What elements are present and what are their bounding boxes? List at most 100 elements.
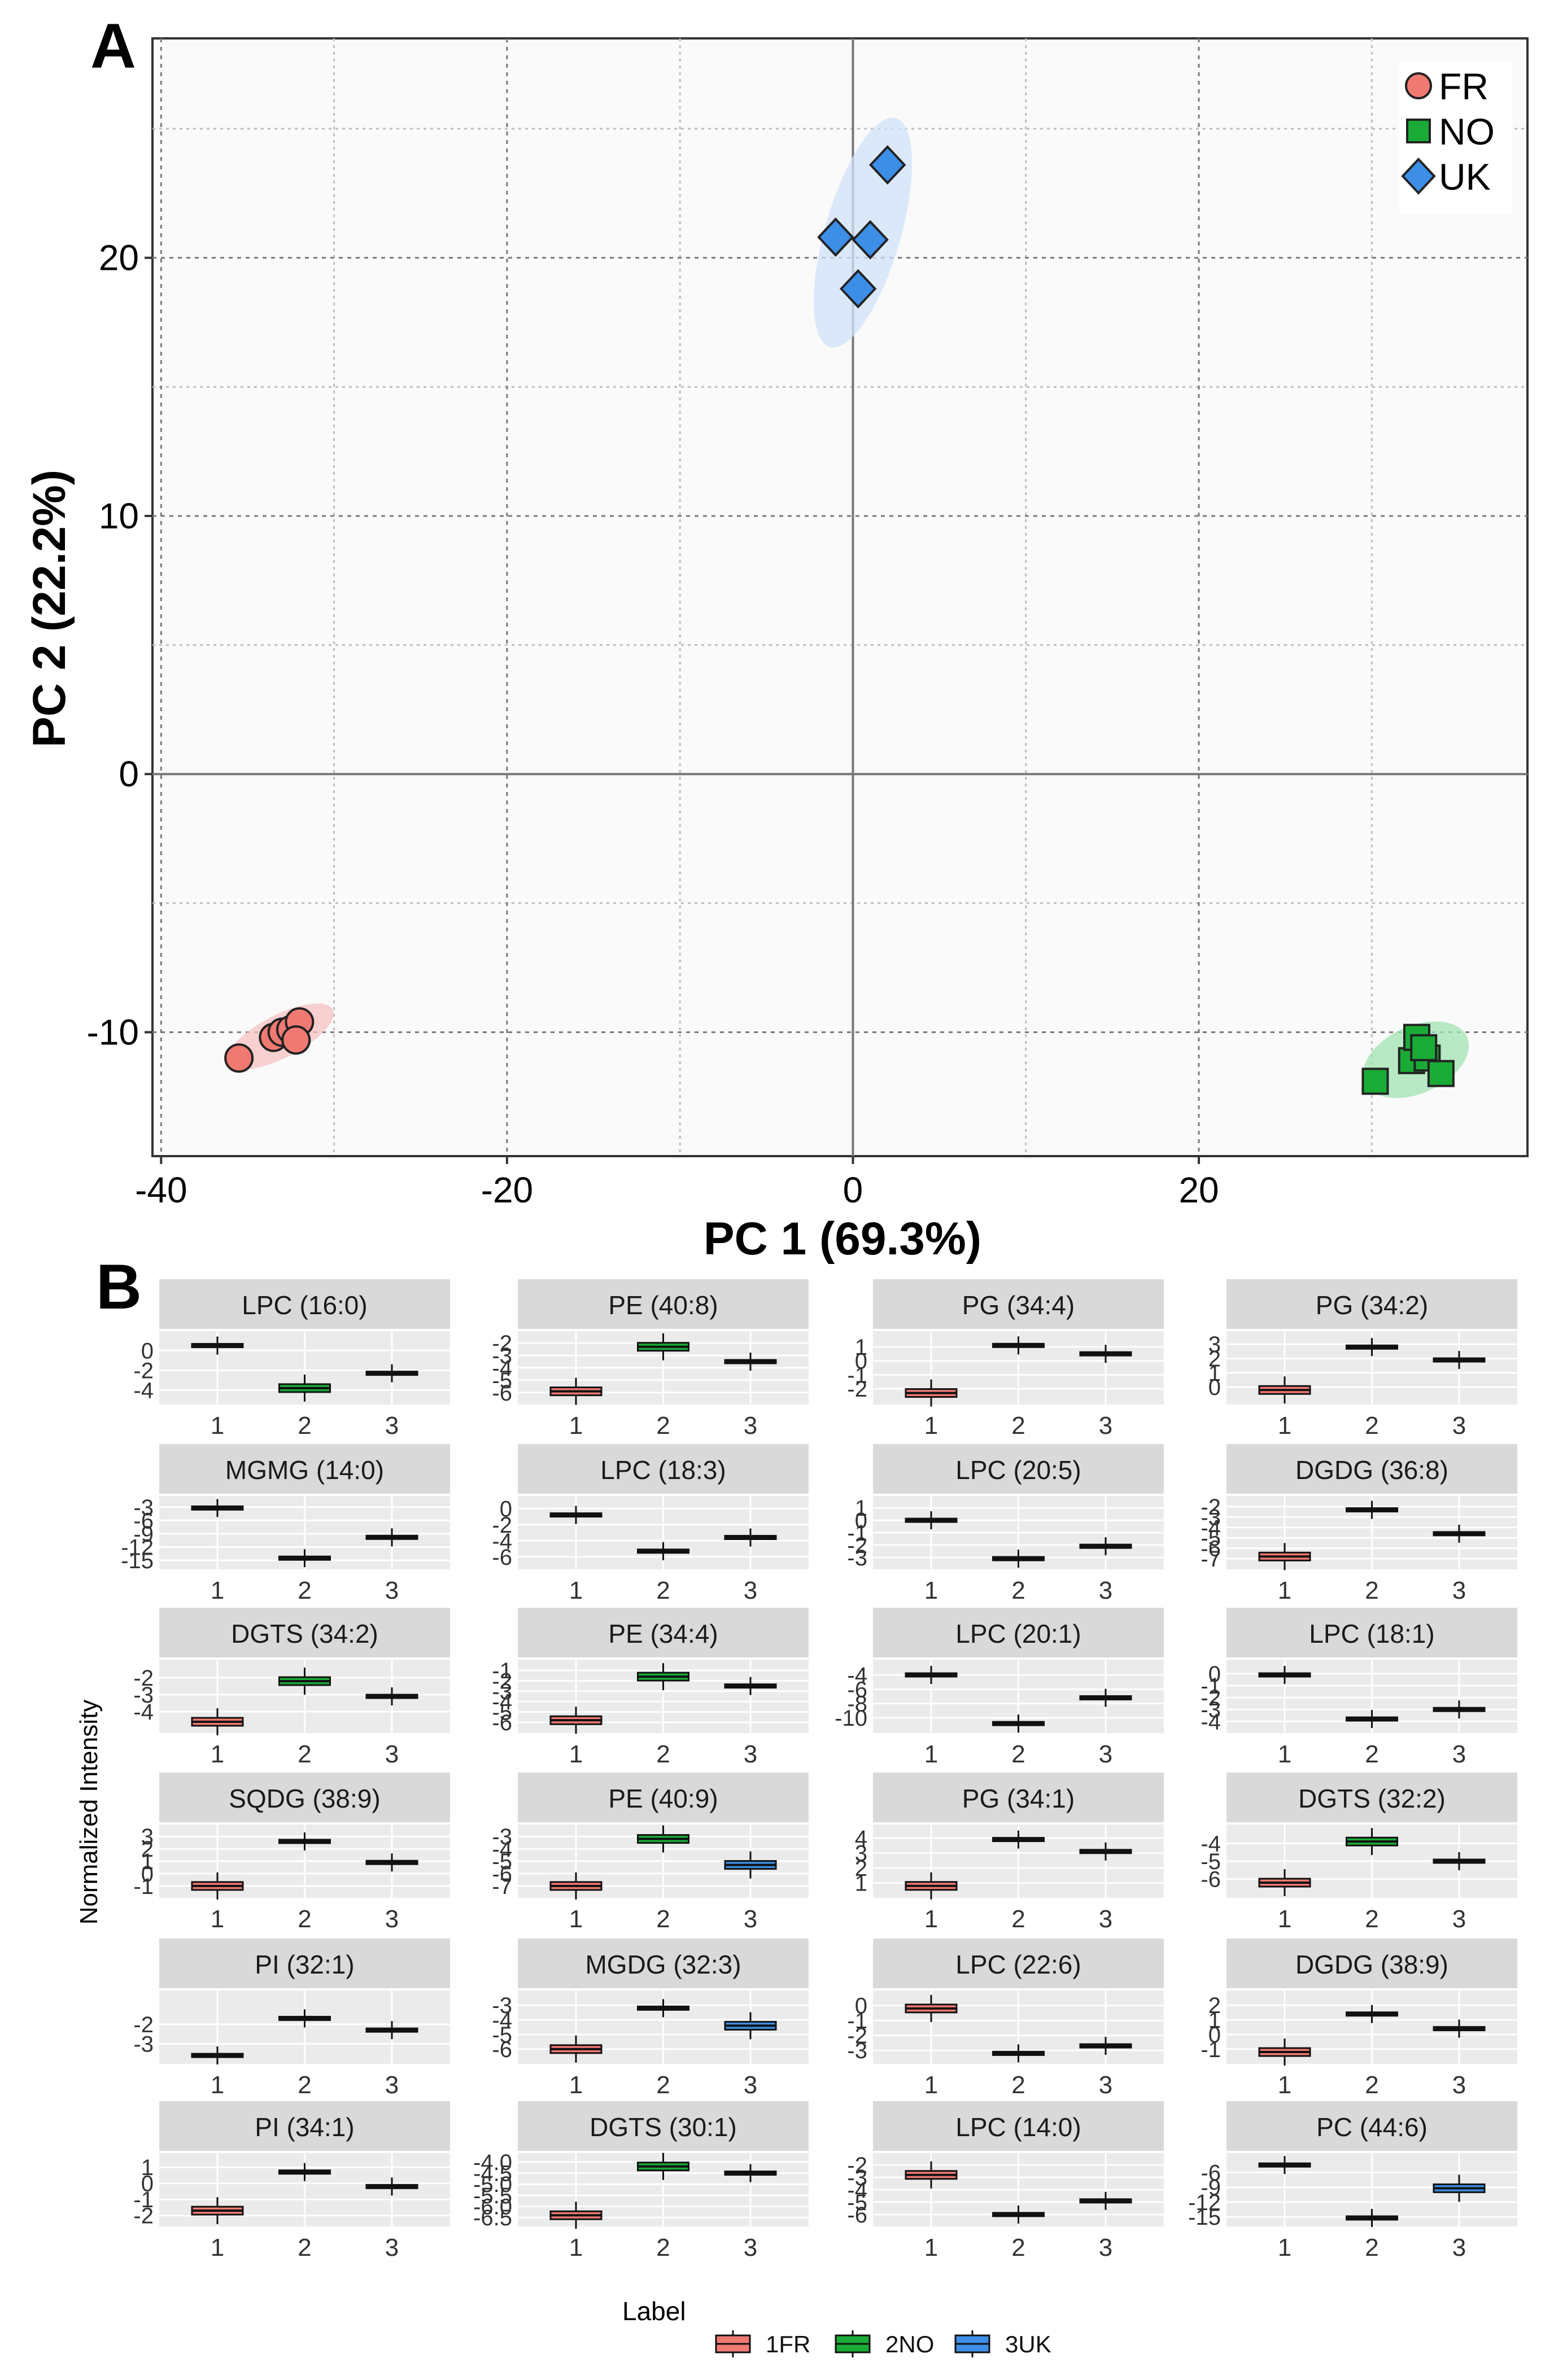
facet-title: LPC (14:0) [955, 2112, 1081, 2142]
facet-y-tick-label: -5 [492, 1700, 512, 1725]
facet-x-tick-label: 3 [1452, 2234, 1466, 2261]
facet-x-tick-label: 1 [569, 1412, 583, 1440]
facet-y-tick-label: -5.5 [473, 2184, 512, 2208]
facet-x-tick-label: 3 [1099, 2071, 1112, 2099]
facet-y-tick-label: -4 [492, 2008, 512, 2033]
point-no [1410, 1034, 1438, 1061]
facet-x-tick-label: 2 [1011, 2071, 1025, 2099]
facet-y-tick-label: -5 [492, 1849, 512, 1874]
facet-y-tick-label: -5 [492, 2023, 512, 2048]
facet-y-tick-label: -7 [1201, 1547, 1221, 1572]
facet-strip [1226, 2101, 1517, 2151]
facet-y-tick-label: 1 [1208, 2008, 1221, 2033]
facet-x-tick-label: 3 [1099, 1905, 1112, 1933]
legend-key-no [1406, 119, 1431, 143]
boxplot-facet: PG (34:4)10-1-21 2 3 [847, 1279, 1164, 1440]
facet-y-tick-label: -7 [492, 1874, 512, 1899]
facet-x-tick-label: 1 [1278, 1905, 1291, 1933]
facet-y-tick-label: -3 [133, 1495, 154, 1520]
facet-y-tick-label: -6 [1201, 1537, 1221, 1561]
facet-y-tick-label: -1 [847, 1521, 867, 1546]
facet-y-tick-label: -4 [133, 1378, 154, 1403]
facet-y-tick-label: 1 [1208, 1361, 1221, 1386]
facet-x-tick-label: 2 [298, 1905, 311, 1933]
facet-y-tick-label: -3 [133, 1683, 154, 1708]
facet-x-tick-label: 1 [211, 1905, 224, 1933]
legend-label: 2NO [885, 2331, 934, 2357]
boxplot-facet: MGDG (32:3) -3-4-5-6 1 2 3 [492, 1939, 809, 2099]
facet-x-tick-label: 1 [1278, 2234, 1291, 2261]
facet-y-tick-label: -15 [121, 1548, 154, 1573]
facet-title: LPC (18:1) [1309, 1619, 1434, 1648]
facet-y-tick-label: -4 [133, 1700, 154, 1725]
facet-y-tick-label: -2 [847, 2024, 867, 2049]
facet-title: MGMG (14:0) [225, 1455, 384, 1485]
facet-strip [1226, 1444, 1517, 1494]
facet-title: LPC (20:5) [955, 1455, 1081, 1485]
facet-x-tick-label: 1 [569, 2071, 583, 2099]
facet-y-tick-label: -1 [847, 2009, 867, 2033]
facet-x-tick-label: 1 [1278, 2071, 1291, 2099]
boxplot-facet: DGTS (34:2) -2-3-4 1 2 3 [133, 1608, 450, 1768]
point-no [1361, 1068, 1389, 1095]
boxplot-facet: PE (40:9) -3-4-5-6-7 1 2 3 [492, 1773, 809, 1933]
facet-x-tick-label: 3 [744, 2234, 757, 2261]
facet-x-tick-label: 2 [656, 1412, 670, 1440]
facet-y-tick-label: -4 [1201, 1709, 1221, 1734]
facet-title: MGDG (32:3) [585, 1950, 741, 1979]
facet-title: PE (34:4) [608, 1619, 718, 1648]
facet-y-tick-label: -2 [133, 2013, 154, 2037]
facet-x-tick-label: 3 [1099, 2234, 1112, 2261]
facet-y-tick-label: 0 [1208, 2023, 1221, 2048]
facet-strip [873, 1773, 1164, 1822]
facet-x-tick-label: 3 [744, 1905, 757, 1933]
point-uk [852, 220, 889, 260]
facet-y-tick-label: -4 [847, 2178, 867, 2203]
legend-key-fr [1405, 72, 1432, 99]
facet-y-tick-label: -2 [133, 2204, 154, 2229]
facet-x-tick-label: 2 [298, 1740, 311, 1768]
pca-y-tick-label: 0 [119, 754, 139, 794]
boxplot-facet: PC (44:6) -6-9-12-15 1 2 3 [1188, 2101, 1517, 2261]
legend-label: 3UK [1005, 2331, 1051, 2357]
facet-strip [518, 1444, 809, 1494]
facet-x-tick-label: 2 [1365, 1412, 1378, 1440]
facet-y-tick-label: -5 [492, 1368, 512, 1393]
facet-y-tick-label: 0 [855, 1349, 867, 1374]
facet-y-tick-label: -1 [133, 1874, 154, 1899]
facet-y-tick-label: 0 [141, 2172, 154, 2197]
facet-title: SQDG (38:9) [229, 1784, 380, 1813]
facet-strip [873, 1939, 1164, 1988]
facet-y-tick-label: -4 [492, 1690, 512, 1714]
facet-y-tick-label: 2 [141, 1837, 154, 1862]
facet-title: PG (34:2) [1316, 1290, 1428, 1320]
facet-title: PG (34:4) [962, 1290, 1075, 1320]
facet-x-tick-label: 1 [924, 1905, 938, 1933]
facet-strip [159, 2101, 450, 2151]
facet-x-tick-label: 3 [385, 1740, 399, 1768]
legend-label-uk: UK [1439, 156, 1491, 198]
facet-y-tick-label: -3 [847, 1546, 867, 1570]
facet-y-tick-label: -10 [835, 1706, 867, 1731]
facet-y-tick-label: -6.5 [473, 2206, 512, 2230]
facet-x-tick-label: 1 [211, 2071, 224, 2099]
facet-y-tick-label: -6 [492, 1545, 512, 1570]
facet-x-tick-label: 2 [1011, 1412, 1025, 1440]
facet-y-tick-label: -4.5 [473, 2162, 512, 2186]
facet-y-tick-label: 2 [1208, 1993, 1221, 2018]
point-fr [281, 1025, 311, 1055]
legend-key-uk [1401, 158, 1436, 195]
boxplot-facet: LPC (16:0) 0-2-4 1 2 3 [133, 1279, 450, 1440]
facet-x-tick-label: 1 [924, 1577, 938, 1604]
facet-x-tick-label: 3 [1099, 1577, 1112, 1604]
facet-x-tick-label: 2 [1011, 1905, 1025, 1933]
boxplot-facet: PE (40:8) -2-3-4-5-6 1 2 3 [492, 1279, 809, 1440]
facet-y-tick-label: -5 [847, 2190, 867, 2215]
facet-y-tick-label: 1 [855, 1871, 867, 1896]
legend-label-fr: FR [1439, 65, 1488, 107]
facet-x-tick-label: 1 [211, 1577, 224, 1604]
facet-title: PI (34:1) [255, 2112, 354, 2142]
facet-x-tick-label: 2 [298, 1412, 311, 1440]
